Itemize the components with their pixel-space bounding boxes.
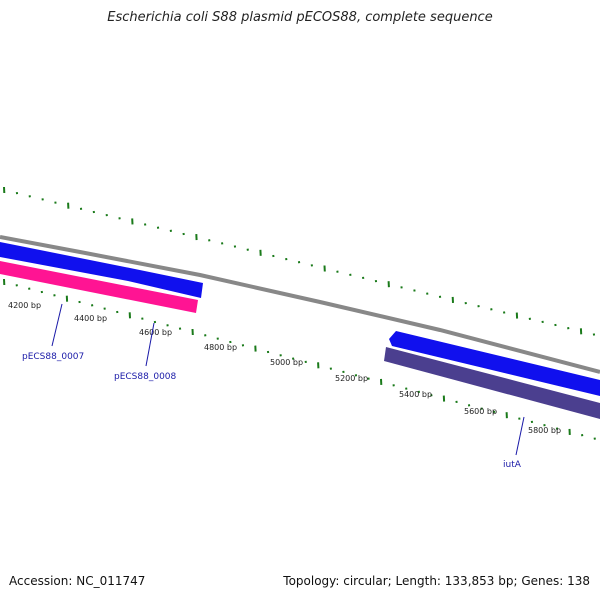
sequence-backbone [0, 235, 600, 374]
feature-gene-reverse-2[interactable] [384, 347, 600, 419]
gene-label-pecs88-0008[interactable]: pECS88_0008 [114, 372, 177, 382]
label-leader-line [51, 303, 63, 347]
accession-text: Accession: NC_011747 [9, 574, 146, 588]
gene-label-pecs88-0007[interactable]: pECS88_0007 [22, 352, 84, 362]
feature-cds-forward-1[interactable] [0, 242, 203, 298]
gene-label-iuta[interactable]: iutA [503, 460, 522, 470]
feature-gene-reverse-1[interactable] [0, 261, 198, 313]
tick-label: 5200 bp [335, 374, 368, 383]
tick-label: 4800 bp [204, 343, 237, 352]
map-title: Escherichia coli S88 plasmid pECOS88, co… [107, 10, 493, 25]
tick-label: 5400 bp [399, 390, 432, 399]
outer-tick-ring [3, 186, 596, 336]
tick-label: 4400 bp [74, 314, 107, 323]
tick-label: 4600 bp [139, 328, 172, 337]
tick-label: 5600 bp [464, 407, 497, 416]
feature-cds-forward-2[interactable] [389, 331, 600, 396]
inner-tick-ring [3, 278, 596, 440]
tick-label: 5800 bp [528, 426, 561, 435]
tick-label: 4200 bp [8, 301, 41, 310]
summary-text: Topology: circular; Length: 133,853 bp; … [283, 574, 590, 588]
label-leader-line [515, 416, 525, 456]
label-leader-line [145, 322, 155, 367]
tick-label: 5000 bp [270, 358, 303, 367]
